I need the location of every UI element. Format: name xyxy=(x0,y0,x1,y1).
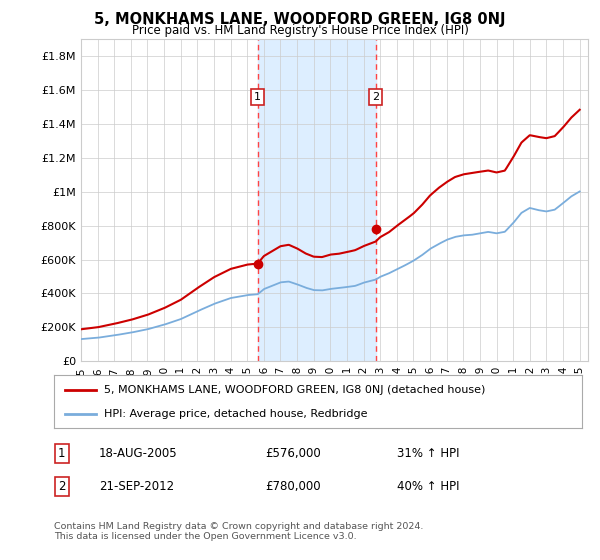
Text: £576,000: £576,000 xyxy=(265,447,321,460)
Text: 40% ↑ HPI: 40% ↑ HPI xyxy=(397,480,460,493)
Text: £780,000: £780,000 xyxy=(265,480,321,493)
Text: HPI: Average price, detached house, Redbridge: HPI: Average price, detached house, Redb… xyxy=(104,409,368,419)
Text: 5, MONKHAMS LANE, WOODFORD GREEN, IG8 0NJ (detached house): 5, MONKHAMS LANE, WOODFORD GREEN, IG8 0N… xyxy=(104,385,485,395)
Text: 31% ↑ HPI: 31% ↑ HPI xyxy=(397,447,460,460)
Text: 2: 2 xyxy=(372,92,379,102)
Text: 1: 1 xyxy=(58,447,65,460)
Text: Contains HM Land Registry data © Crown copyright and database right 2024.: Contains HM Land Registry data © Crown c… xyxy=(54,522,424,531)
Text: This data is licensed under the Open Government Licence v3.0.: This data is licensed under the Open Gov… xyxy=(54,532,356,541)
Text: 18-AUG-2005: 18-AUG-2005 xyxy=(99,447,178,460)
Text: 5, MONKHAMS LANE, WOODFORD GREEN, IG8 0NJ: 5, MONKHAMS LANE, WOODFORD GREEN, IG8 0N… xyxy=(94,12,506,27)
Bar xyxy=(258,39,376,361)
Text: 21-SEP-2012: 21-SEP-2012 xyxy=(99,480,174,493)
Text: Price paid vs. HM Land Registry's House Price Index (HPI): Price paid vs. HM Land Registry's House … xyxy=(131,24,469,37)
Text: 2: 2 xyxy=(58,480,65,493)
Text: 1: 1 xyxy=(254,92,261,102)
